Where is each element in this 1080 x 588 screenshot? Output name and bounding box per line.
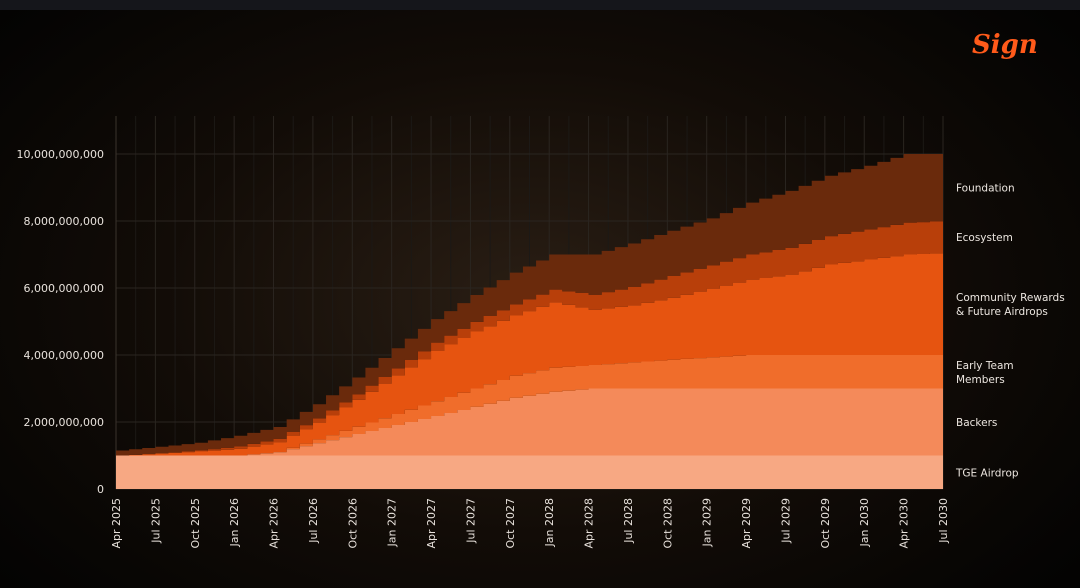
- top-bar: [0, 0, 1080, 10]
- x-tick-label: Oct 2029: [819, 498, 832, 549]
- area-ecosystem: [116, 221, 943, 456]
- x-tick-label: Oct 2027: [504, 498, 517, 549]
- x-tick-label: Jul 2029: [779, 498, 792, 544]
- x-tick-label: Jan 2029: [701, 498, 714, 547]
- legend: Foundation Ecosystem Community Rewards & Fu…: [955, 183, 1065, 480]
- legend-label: TGE Airdrop: [955, 467, 1019, 479]
- legend-label: Ecosystem: [956, 232, 1013, 244]
- legend-label: Foundation: [956, 183, 1015, 195]
- y-tick-label: 8,000,000,000: [24, 215, 104, 228]
- legend-label: Early Team: [956, 360, 1014, 372]
- y-tick-label: 4,000,000,000: [24, 349, 104, 362]
- x-tick-label: Jan 2027: [386, 498, 399, 547]
- y-tick-label: 2,000,000,000: [24, 416, 104, 429]
- area-backers: [116, 388, 943, 456]
- area-community-rewards-future-airdrops: [116, 252, 943, 456]
- x-tick-label: Jan 2030: [858, 498, 871, 547]
- area-foundation: [116, 154, 943, 456]
- x-tick-label: Jul 2027: [464, 498, 477, 544]
- y-tick-label: 6,000,000,000: [24, 282, 104, 295]
- x-tick-label: Jul 2025: [149, 498, 162, 544]
- x-tick-label: Apr 2025: [110, 498, 123, 549]
- x-tick-label: Oct 2026: [346, 498, 359, 549]
- x-tick-label: Jan 2026: [228, 498, 241, 547]
- area-early-team-members: [116, 355, 943, 456]
- x-tick-label: Apr 2026: [268, 498, 281, 549]
- x-tick-label: Oct 2028: [661, 498, 674, 549]
- x-tick-label: Jul 2026: [307, 498, 320, 544]
- sign-logo: Sign: [972, 30, 1038, 60]
- x-tick-label: Jul 2028: [622, 498, 635, 544]
- x-tick-label: Jan 2028: [543, 498, 556, 547]
- x-tick-label: Apr 2028: [583, 498, 596, 549]
- legend-label: Community Rewards: [956, 292, 1065, 304]
- y-tick-label: 0: [97, 483, 104, 496]
- legend-label: & Future Airdrops: [956, 306, 1048, 318]
- x-axis-tick-labels: Apr 2025 Jul 2025 Oct 2025 Jan 2026 Apr 2026…: [110, 498, 950, 549]
- series-areas: [116, 154, 943, 489]
- x-tick-label: Apr 2027: [425, 498, 438, 549]
- y-axis-tick-labels: 0 2,000,000,000 4,000,000,000 6,000,000,000…: [17, 148, 104, 496]
- area-tge-airdrop: [116, 455, 943, 489]
- x-tick-label: Apr 2029: [740, 498, 753, 549]
- x-tick-label: Jul 2030: [937, 498, 950, 544]
- x-tick-label: Oct 2025: [189, 498, 202, 549]
- legend-label: Members: [956, 374, 1005, 386]
- legend-label: Backers: [956, 417, 997, 429]
- x-tick-label: Apr 2030: [898, 498, 911, 549]
- y-tick-label: 10,000,000,000: [17, 148, 104, 161]
